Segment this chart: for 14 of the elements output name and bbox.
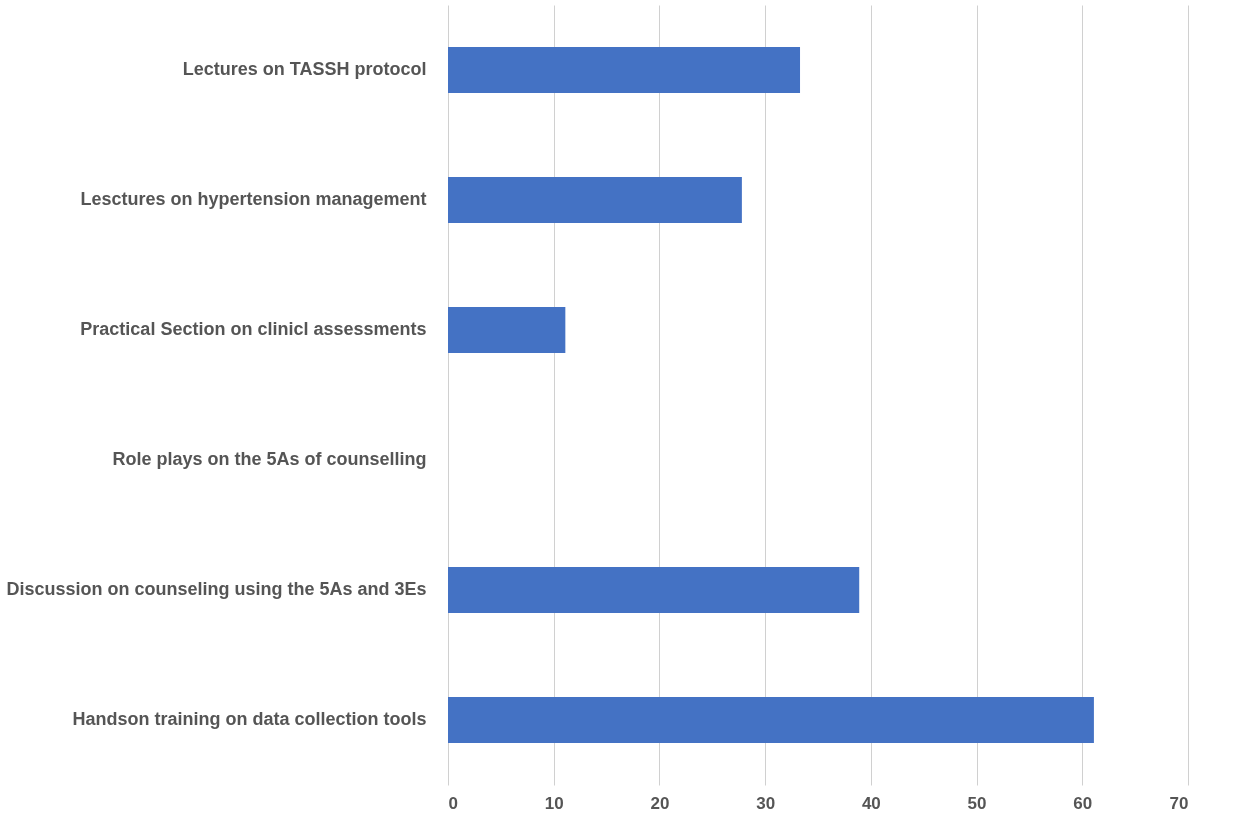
x-tick-label: 70: [1169, 793, 1189, 813]
y-tick-label: Lesctures on hypertension management: [80, 189, 427, 209]
x-tick-label: 60: [1073, 793, 1093, 813]
x-tick-label: 30: [756, 793, 776, 813]
x-tick-label: 20: [650, 793, 670, 813]
x-tick-label: 40: [861, 793, 881, 813]
x-tick-label: 0: [448, 793, 458, 813]
y-tick-label: Lectures on TASSH protocol: [182, 59, 427, 79]
x-tick-label: 10: [544, 793, 564, 813]
y-tick-label: Practical Section on clinicl assessments: [80, 319, 427, 339]
y-tick-label: Handson training on data collection tools: [72, 709, 427, 729]
y-tick-label: Role plays on the 5As of counselling: [112, 449, 427, 469]
y-tick-label: Discussion on counseling using the 5As and 3Es: [6, 579, 427, 599]
x-tick-label: 50: [967, 793, 987, 813]
